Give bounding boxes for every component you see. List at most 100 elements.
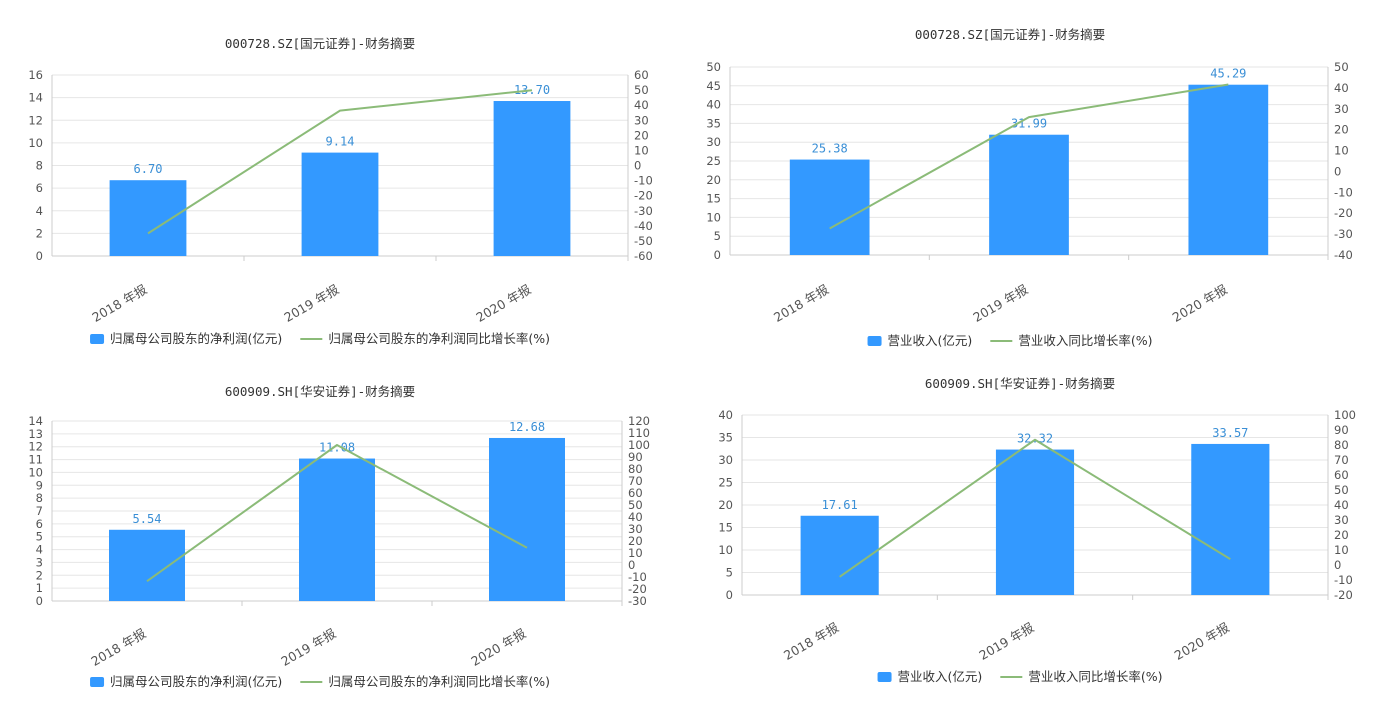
y-left-tick-label: 4 <box>36 543 43 557</box>
y-right-tick-label: 90 <box>628 450 643 464</box>
bar <box>989 134 1069 255</box>
bar <box>789 159 870 255</box>
y-right-tick-label: 30 <box>628 522 643 536</box>
y-right-tick-label: -40 <box>1334 248 1353 262</box>
y-left-tick-label: 15 <box>706 192 721 206</box>
y-left-tick-label: 0 <box>714 248 721 262</box>
y-left-tick-label: 5 <box>36 530 43 544</box>
y-right-tick-label: 10 <box>634 143 649 157</box>
y-left-tick-label: 0 <box>36 594 43 608</box>
legend-line-label: 营业收入同比增长率(%) <box>1028 669 1162 684</box>
bar-data-label: 6.70 <box>134 162 163 176</box>
legend-bar-label: 归属母公司股东的净利润(亿元) <box>110 331 282 346</box>
bar <box>1188 84 1269 256</box>
bar-data-label: 31.99 <box>1011 117 1047 131</box>
bar-data-label: 32.32 <box>1017 432 1053 446</box>
x-tick-label: 2018 年报 <box>88 625 149 669</box>
y-left-tick-label: 10 <box>718 543 733 557</box>
y-right-tick-label: 40 <box>628 510 643 524</box>
y-right-tick-label: 40 <box>1334 498 1349 512</box>
y-left-tick-label: 14 <box>28 414 43 428</box>
y-left-tick-label: 3 <box>36 555 43 569</box>
x-tick-label: 2020 年报 <box>468 625 529 669</box>
x-tick-label: 2019 年报 <box>970 281 1031 325</box>
chart-title: 600909.SH[华安证券]-财务摘要 <box>225 384 415 399</box>
y-right-tick-label: -50 <box>634 234 653 248</box>
x-tick-label: 2019 年报 <box>976 619 1037 663</box>
y-right-tick-label: 120 <box>628 414 650 428</box>
y-right-tick-label: 0 <box>1334 164 1341 178</box>
y-right-tick-label: -20 <box>1334 206 1353 220</box>
y-left-tick-label: 25 <box>706 154 721 168</box>
y-left-tick-label: 14 <box>28 91 43 105</box>
y-right-tick-label: -20 <box>628 582 647 596</box>
y-right-tick-label: 0 <box>628 558 635 572</box>
y-right-tick-label: 80 <box>628 462 643 476</box>
y-left-tick-label: 13 <box>28 427 43 441</box>
y-right-tick-label: -30 <box>628 594 647 608</box>
y-left-tick-label: 7 <box>36 504 43 518</box>
y-right-tick-label: -20 <box>1334 588 1353 602</box>
bar <box>493 101 571 256</box>
legend-bar-label: 营业收入(亿元) <box>898 669 983 684</box>
y-right-tick-label: 90 <box>1334 423 1349 437</box>
chart-panel-guoyuan-net-profit: 000728.SZ[国元证券]-财务摘要 0 2 4 6 8 10 12 14 16 -60 -50-… <box>0 0 660 355</box>
legend-line-label: 营业收入同比增长率(%) <box>1018 333 1152 348</box>
legend-bar-swatch <box>877 672 892 682</box>
y-left-tick-label: 16 <box>28 68 43 82</box>
y-right-tick-label: 30 <box>1334 102 1349 116</box>
y-left-tick-label: 30 <box>718 453 733 467</box>
y-right-tick-label: 20 <box>1334 123 1349 137</box>
y-right-tick-label: 80 <box>1334 438 1349 452</box>
y-right-tick-label: 10 <box>1334 144 1349 158</box>
bar <box>489 437 565 601</box>
y-left-tick-label: 10 <box>706 210 721 224</box>
bar <box>1191 443 1270 595</box>
y-right-tick-label: 30 <box>634 113 649 127</box>
x-tick-label: 2020 年报 <box>1172 619 1233 663</box>
y-left-tick-label: 5 <box>714 229 721 243</box>
y-left-tick-label: 20 <box>718 498 733 512</box>
y-right-tick-label: 70 <box>1334 453 1349 467</box>
y-left-tick-label: 25 <box>718 476 733 490</box>
y-right-tick-label: 50 <box>634 83 649 97</box>
bar <box>109 180 187 256</box>
y-right-tick-label: -10 <box>634 174 653 188</box>
legend-line-label: 归属母公司股东的净利润同比增长率(%) <box>328 674 550 689</box>
y-left-tick-label: 0 <box>726 588 733 602</box>
y-right-tick-label: 70 <box>628 474 643 488</box>
y-right-tick-label: -20 <box>634 189 653 203</box>
x-tick-label: 2018 年报 <box>771 281 832 325</box>
y-right-tick-label: 20 <box>628 534 643 548</box>
y-right-tick-label: 20 <box>1334 528 1349 542</box>
y-left-tick-label: 8 <box>36 159 43 173</box>
chart-svg: 600909.SH[华安证券]-财务摘要01234567891011121314… <box>28 384 650 689</box>
y-right-tick-label: 50 <box>1334 60 1349 74</box>
y-left-tick-label: 1 <box>36 581 43 595</box>
y-left-tick-label: 2 <box>36 568 43 582</box>
y-left-tick-label: 0 <box>36 249 43 263</box>
legend-bar-swatch <box>90 677 105 687</box>
y-right-tick-label: 20 <box>634 128 649 142</box>
chart-svg: 000728.SZ[国元证券]-财务摘要 0 5 10 15 20 25 30 35 40 45 50… <box>706 27 1353 348</box>
y-left-tick-label: 10 <box>28 465 43 479</box>
y-left-tick-label: 4 <box>36 204 43 218</box>
y-right-tick-label: -10 <box>1334 573 1353 587</box>
legend: 归属母公司股东的净利润(亿元) 归属母公司股东的净利润同比增长率(%) <box>90 674 550 689</box>
x-tick-label: 2018 年报 <box>89 281 150 325</box>
bar <box>299 458 375 601</box>
bar <box>109 529 185 601</box>
bar-data-label: 5.54 <box>133 512 162 526</box>
bar <box>800 515 879 595</box>
legend: 营业收入(亿元) 营业收入同比增长率(%) <box>867 333 1152 348</box>
y-left-tick-label: 10 <box>28 136 43 150</box>
y-left-tick-label: 11 <box>28 453 43 467</box>
y-left-tick-label: 20 <box>706 173 721 187</box>
x-tick-label: 2020 年报 <box>1170 281 1231 325</box>
y-left-tick-label: 12 <box>28 440 43 454</box>
bar-data-label: 25.38 <box>812 142 848 156</box>
y-right-tick-label: -60 <box>634 249 653 263</box>
bar-data-label: 13.70 <box>514 83 550 97</box>
chart-panel-huaan-revenue: 600909.SH[华安证券]-财务摘要 0 5 10 15 20 25 30 35 40 -20-… <box>690 372 1380 716</box>
y-left-tick-label: 40 <box>706 98 721 112</box>
